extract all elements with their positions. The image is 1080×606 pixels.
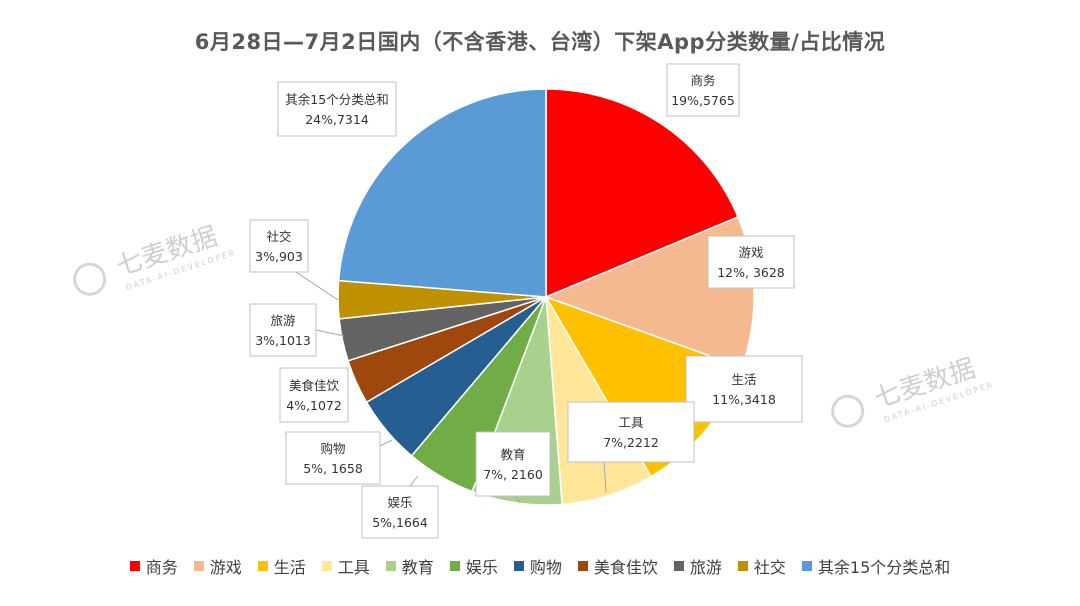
legend-label: 其余15个分类总和 (817, 558, 951, 577)
legend-swatch (513, 561, 524, 571)
data-label-11: 其余15个分类总和 24%,7314 (277, 81, 397, 137)
legend-item: 商务 (129, 554, 178, 578)
data-label-category: 教育 (500, 447, 525, 462)
leader-line (515, 495, 521, 504)
data-label-value: 19%,5765 (671, 93, 735, 108)
data-label-category: 旅游 (270, 313, 296, 328)
data-label-value: 5%, 1658 (303, 461, 363, 476)
legend-item: 美食佳饮 (577, 554, 658, 578)
data-label-category: 购物 (320, 441, 345, 456)
data-label-value: 4%,1072 (286, 398, 342, 413)
legend-label: 教育 (401, 558, 434, 577)
legend-swatch (321, 561, 332, 571)
legend-item: 旅游 (673, 554, 722, 578)
data-label-1: 商务 19%,5765 (666, 63, 740, 117)
legend-swatch (257, 561, 268, 571)
data-label-value: 11%,3418 (712, 392, 776, 407)
data-label-5: 教育 7%, 2160 (475, 431, 551, 497)
data-label-category: 游戏 (738, 245, 763, 260)
data-label-8: 美食佳饮 4%,1072 (279, 367, 349, 423)
legend-label: 旅游 (689, 558, 722, 577)
legend-label: 工具 (337, 558, 370, 577)
leader-line (409, 475, 419, 487)
legend-label: 娱乐 (465, 558, 498, 577)
data-label-value: 7%, 2160 (483, 467, 543, 482)
data-label-box (279, 367, 349, 423)
pie-slice-11 (337, 88, 547, 298)
legend-swatch (129, 561, 140, 571)
data-label-10: 社交 3%,903 (249, 219, 309, 273)
legend-label: 购物 (529, 558, 562, 577)
data-label-box (475, 431, 551, 497)
leader-line (603, 461, 607, 493)
legend-swatch (385, 561, 396, 571)
data-label-value: 7%,2212 (603, 435, 659, 450)
legend-swatch (737, 561, 748, 571)
legend-item: 购物 (513, 554, 562, 578)
data-label-value: 5%,1664 (372, 515, 428, 530)
legend-label: 生活 (273, 558, 306, 577)
pie-slice-1 (545, 88, 739, 299)
pie-slices (337, 88, 755, 506)
data-label-box (249, 303, 317, 357)
data-labels: 商务 19%,5765 游戏 12%, 3628 生活 11%,3418 工具 7%,2212… (249, 63, 803, 539)
data-label-value: 3%,903 (255, 249, 303, 264)
legend-item: 社交 (737, 554, 786, 578)
data-label-9: 旅游 3%,1013 (249, 303, 317, 357)
legend-swatch (193, 561, 204, 571)
cat-logo-icon (73, 262, 107, 296)
chart-title: 6月28日—7月2日国内（不含香港、台湾）下架App分类数量/占比情况 (194, 30, 886, 54)
data-label-category: 社交 (266, 229, 291, 244)
data-label-box (666, 63, 740, 117)
data-label-6: 娱乐 5%,1664 (361, 485, 439, 539)
legend-item: 生活 (257, 554, 306, 578)
legend-label: 游戏 (209, 558, 242, 577)
data-label-box (285, 431, 381, 485)
leader-line (379, 439, 393, 447)
data-label-box (707, 235, 795, 289)
legend-label: 美食佳饮 (593, 558, 658, 577)
cat-logo-icon (831, 394, 865, 428)
data-label-2: 游戏 12%, 3628 (707, 235, 795, 289)
chart-legend: 商务 游戏 生活 工具 教育 娱乐 购物 美食佳饮 旅游 社交 其余15个分类总和 (0, 554, 1080, 578)
legend-label: 社交 (753, 558, 786, 577)
data-label-category: 商务 (690, 73, 715, 88)
legend-swatch (801, 561, 812, 571)
data-label-value: 24%,7314 (305, 112, 369, 127)
legend-item: 工具 (321, 554, 370, 578)
legend-item: 娱乐 (449, 554, 498, 578)
data-label-box (361, 485, 439, 539)
data-label-4: 工具 7%,2212 (567, 401, 695, 463)
data-label-category: 娱乐 (387, 495, 412, 510)
data-label-7: 购物 5%, 1658 (285, 431, 381, 485)
legend-item: 游戏 (193, 554, 242, 578)
data-label-box (685, 355, 803, 423)
legend-label: 商务 (145, 558, 178, 577)
legend-item: 教育 (385, 554, 434, 578)
data-label-value: 12%, 3628 (717, 265, 785, 280)
data-label-category: 美食佳饮 (289, 378, 340, 393)
data-label-category: 其余15个分类总和 (285, 92, 388, 107)
data-label-box (277, 81, 397, 137)
legend-swatch (577, 561, 588, 571)
leader-line (315, 329, 345, 337)
leader-line (295, 271, 339, 301)
legend-item: 其余15个分类总和 (801, 554, 951, 578)
data-label-value: 3%,1013 (255, 333, 311, 348)
legend-swatch (449, 561, 460, 571)
data-label-box (567, 401, 695, 463)
data-label-category: 生活 (731, 372, 756, 387)
legend-swatch (673, 561, 684, 571)
data-label-box (249, 219, 309, 273)
data-label-category: 工具 (618, 415, 644, 430)
data-label-3: 生活 11%,3418 (685, 355, 803, 423)
